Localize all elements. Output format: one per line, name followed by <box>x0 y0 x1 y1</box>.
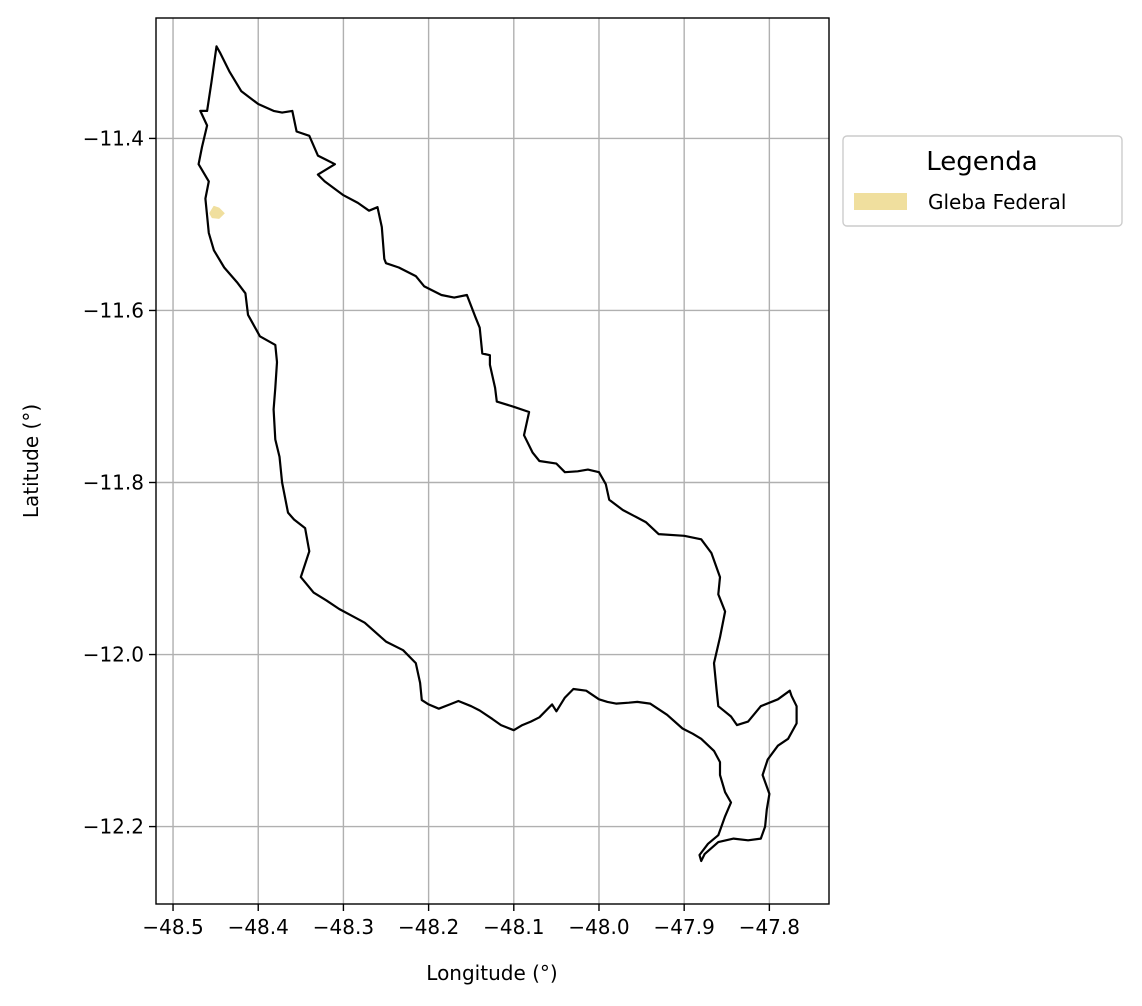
x-axis-title: Longitude (°) <box>426 961 557 985</box>
map-layer <box>197 45 798 863</box>
y-tick-label: −11.8 <box>83 471 144 495</box>
x-tick-label: −48.1 <box>483 915 544 939</box>
legend-box <box>842 135 1123 227</box>
polygon-gleba-federal <box>209 205 225 219</box>
legend-swatch-gleba-federal <box>854 193 907 210</box>
grid-lines <box>156 18 829 904</box>
x-tick-label: −47.8 <box>739 915 800 939</box>
x-tick-label: −47.9 <box>654 915 715 939</box>
y-axis-title: Latitude (°) <box>19 404 43 518</box>
plot-frame <box>155 17 830 905</box>
x-tick-label: −48.4 <box>228 915 289 939</box>
legend-label-gleba-federal: Gleba Federal <box>928 190 1066 214</box>
basin-boundary <box>197 45 798 863</box>
x-tick-label: −48.3 <box>313 915 374 939</box>
legend-title: Legenda <box>926 147 1037 177</box>
x-tick-label: −48.0 <box>568 915 629 939</box>
axis-ticks: −48.5 −48.4 −48.3 −48.2 −48.1 −48.0 −47.9 −47.8… <box>83 126 800 939</box>
y-tick-label: −11.4 <box>83 126 144 150</box>
x-tick-label: −48.2 <box>398 915 459 939</box>
legend: Legenda Gleba Federal <box>842 135 1123 227</box>
x-tick-label: −48.5 <box>142 915 203 939</box>
y-tick-label: −11.6 <box>83 298 144 322</box>
y-tick-label: −12.0 <box>83 643 144 667</box>
y-tick-label: −12.2 <box>83 815 144 839</box>
